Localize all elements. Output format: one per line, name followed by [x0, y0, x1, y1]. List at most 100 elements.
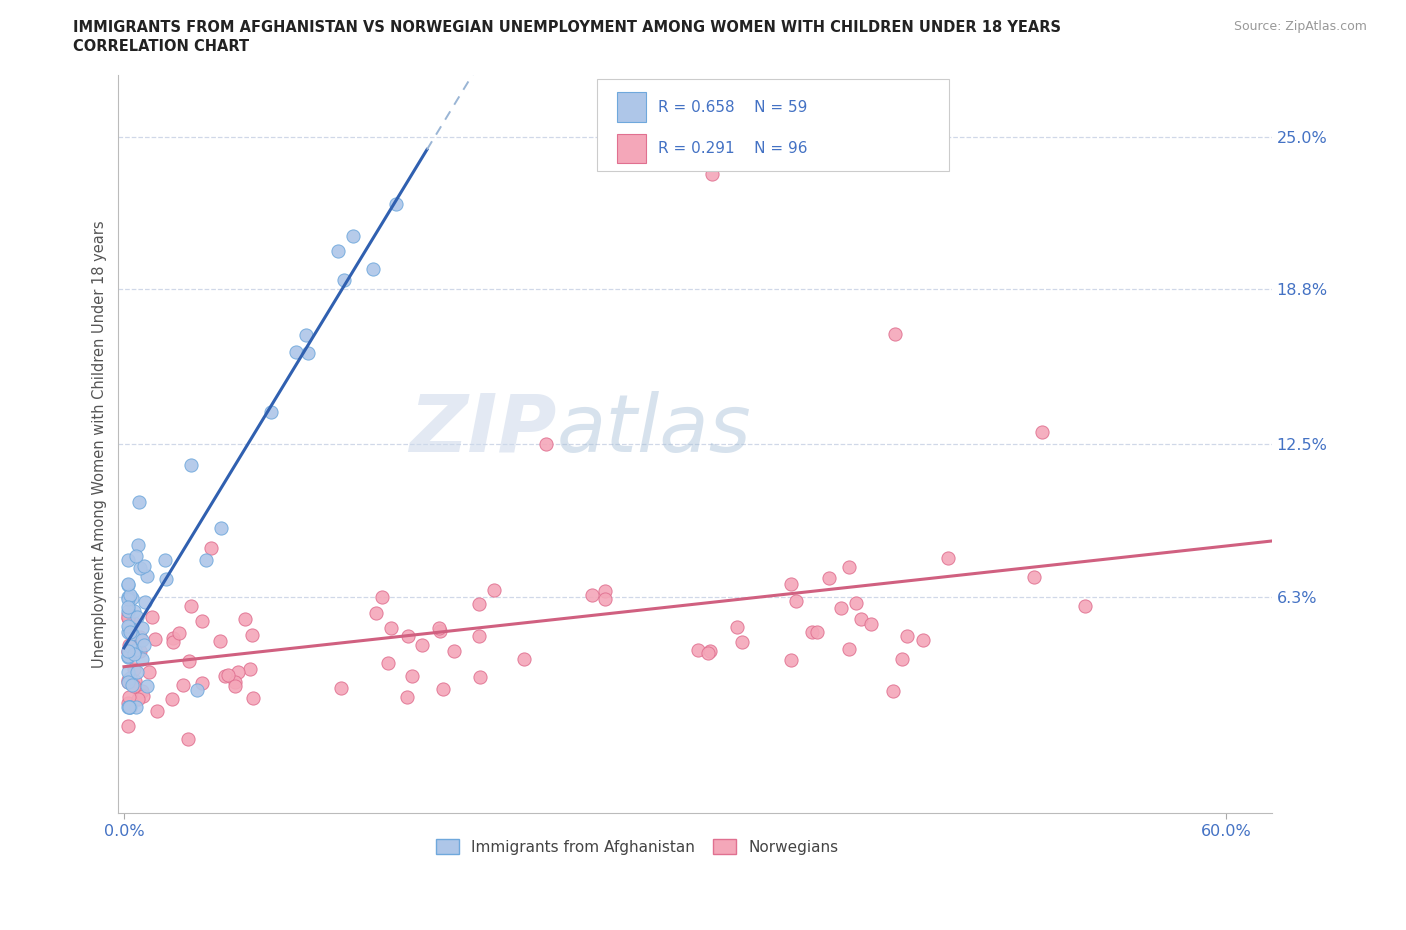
FancyBboxPatch shape: [598, 79, 949, 171]
Point: [117, 700, 139, 715]
Point: [136, 679, 159, 694]
Point: [121, 591, 143, 605]
Point: [127, 691, 149, 706]
Point: [134, 595, 156, 610]
Point: [581, 587, 603, 602]
Point: [401, 669, 423, 684]
Point: [122, 662, 145, 677]
Point: [117, 625, 139, 640]
Point: [333, 272, 356, 287]
Text: Source: ZipAtlas.com: Source: ZipAtlas.com: [1233, 20, 1367, 33]
Point: [124, 673, 146, 688]
Point: [224, 679, 246, 694]
Point: [242, 691, 264, 706]
Point: [686, 642, 709, 657]
Point: [117, 644, 139, 659]
Point: [912, 632, 935, 647]
Point: [226, 664, 249, 679]
Point: [120, 587, 142, 602]
Point: [131, 621, 153, 636]
Point: [167, 626, 190, 641]
Point: [118, 689, 141, 704]
Text: R = 0.291    N = 96: R = 0.291 N = 96: [658, 141, 807, 156]
Point: [297, 345, 319, 360]
Point: [122, 646, 145, 661]
Point: [131, 684, 153, 698]
Point: [396, 629, 419, 644]
Point: [131, 632, 153, 647]
Point: [830, 601, 852, 616]
Point: [117, 590, 139, 604]
Text: ZIP: ZIP: [409, 391, 557, 469]
Point: [936, 551, 959, 565]
Point: [800, 625, 823, 640]
Point: [468, 597, 491, 612]
Point: [117, 672, 139, 687]
Point: [117, 591, 139, 606]
Text: CORRELATION CHART: CORRELATION CHART: [73, 39, 249, 54]
Point: [845, 595, 868, 610]
Point: [190, 676, 212, 691]
Point: [224, 675, 246, 690]
Point: [780, 577, 803, 591]
Point: [342, 228, 364, 243]
Point: [180, 599, 202, 614]
Point: [124, 643, 146, 658]
Text: IMMIGRANTS FROM AFGHANISTAN VS NORWEGIAN UNEMPLOYMENT AMONG WOMEN WITH CHILDREN : IMMIGRANTS FROM AFGHANISTAN VS NORWEGIAN…: [73, 20, 1062, 35]
Point: [117, 649, 139, 664]
Point: [891, 652, 914, 667]
Point: [153, 552, 176, 567]
Point: [806, 625, 828, 640]
Point: [121, 627, 143, 642]
Point: [326, 243, 349, 258]
Point: [117, 674, 139, 689]
Point: [120, 638, 142, 653]
Point: [117, 604, 139, 618]
Point: [138, 665, 160, 680]
Point: [134, 559, 156, 574]
Legend: Immigrants from Afghanistan, Norwegians: Immigrants from Afghanistan, Norwegians: [430, 833, 845, 861]
Point: [124, 679, 146, 694]
Point: [194, 552, 217, 567]
Point: [838, 560, 860, 575]
Point: [700, 166, 723, 181]
Point: [120, 671, 142, 686]
Point: [242, 628, 264, 643]
Point: [536, 437, 558, 452]
Point: [295, 327, 318, 342]
Point: [131, 652, 153, 667]
Point: [214, 669, 236, 684]
Point: [427, 621, 450, 636]
Point: [851, 611, 873, 626]
Point: [1074, 598, 1097, 613]
Point: [125, 549, 148, 564]
Point: [513, 652, 536, 667]
Point: [117, 618, 139, 633]
Point: [186, 683, 208, 698]
Point: [117, 552, 139, 567]
Point: [118, 619, 141, 634]
Point: [122, 604, 145, 618]
Point: [125, 665, 148, 680]
Point: [697, 645, 720, 660]
Point: [136, 569, 159, 584]
Point: [411, 638, 433, 653]
Point: [330, 681, 353, 696]
Point: [838, 642, 860, 657]
Point: [180, 458, 202, 472]
Point: [117, 644, 139, 659]
Point: [125, 700, 148, 715]
Point: [361, 261, 384, 276]
Text: R = 0.658    N = 59: R = 0.658 N = 59: [658, 100, 807, 114]
Point: [593, 591, 616, 606]
Point: [128, 495, 150, 510]
Point: [129, 644, 152, 658]
Point: [117, 610, 139, 625]
Point: [117, 577, 139, 591]
Point: [432, 682, 454, 697]
Point: [818, 571, 841, 586]
Point: [117, 665, 139, 680]
Point: [884, 326, 907, 341]
Point: [146, 704, 169, 719]
Point: [117, 649, 139, 664]
